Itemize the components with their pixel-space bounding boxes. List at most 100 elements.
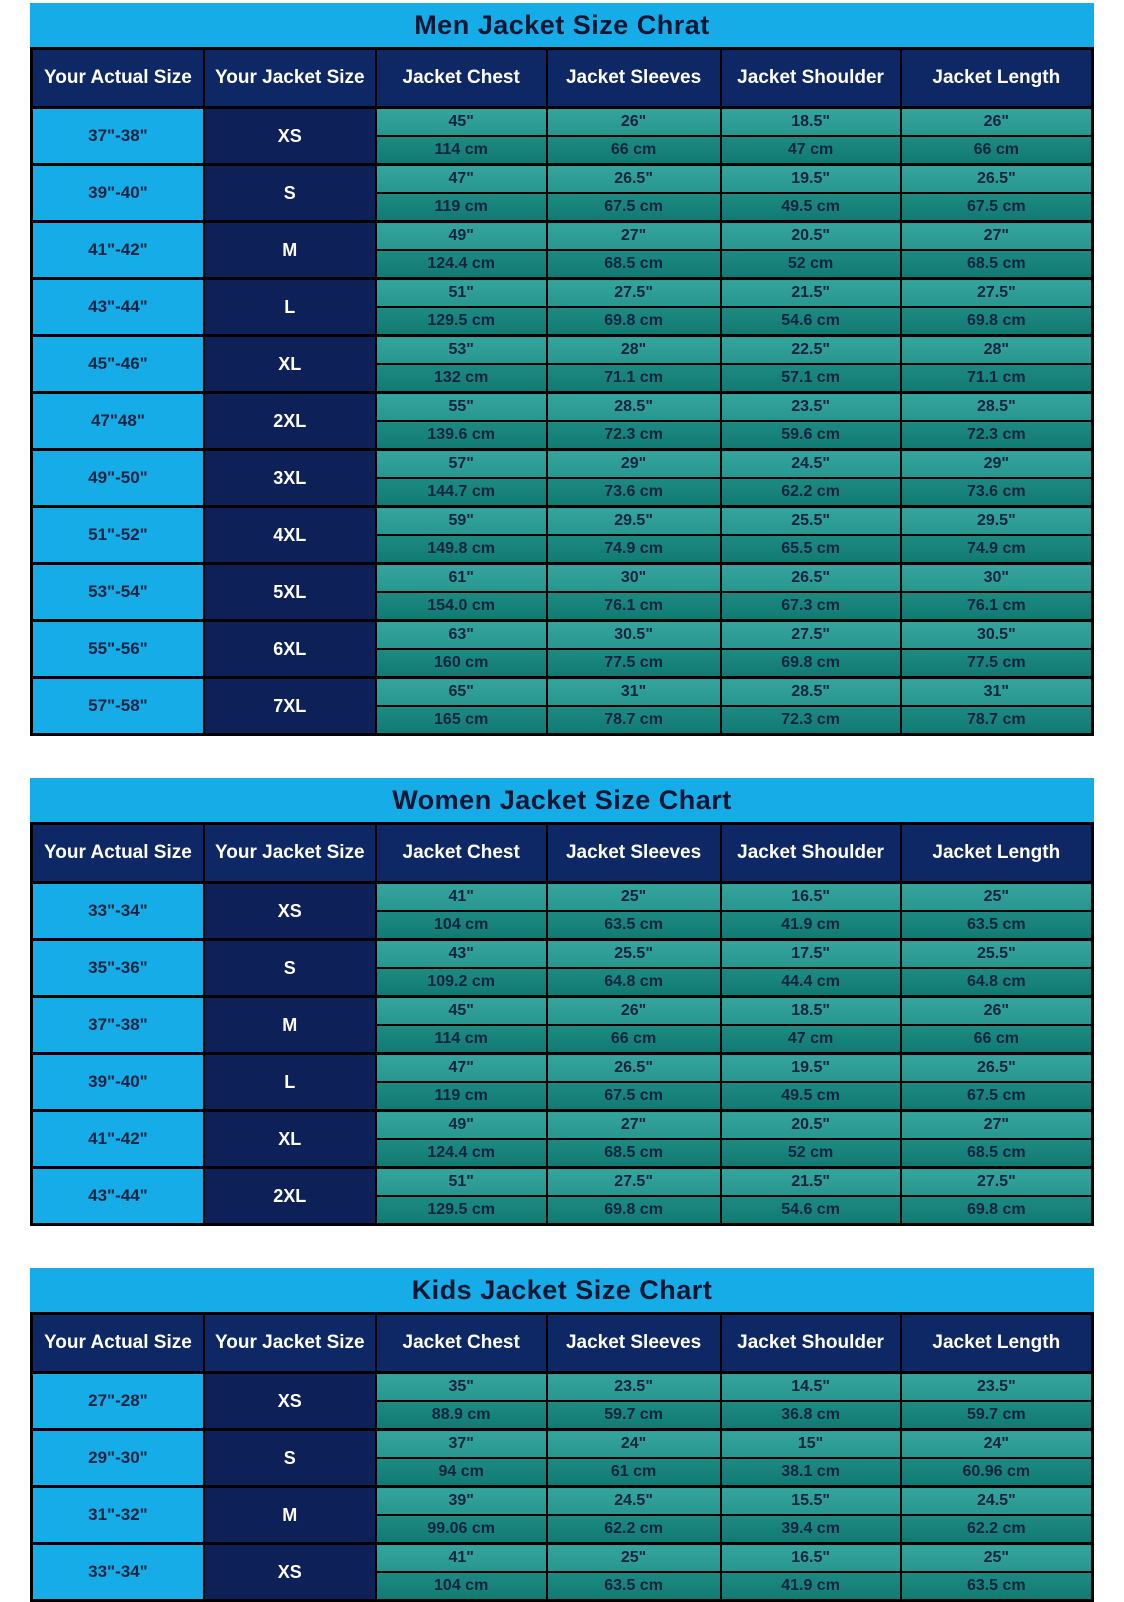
measurement-inches-cell: 41"	[374, 1542, 548, 1573]
measurement-cm-cell: 49.5 cm	[719, 192, 902, 223]
kids-table-header: Your Actual Size Your Jacket Size Jacket C…	[30, 1312, 1094, 1374]
measurement-inches-cell: 26"	[899, 106, 1094, 137]
measurement-inches-cell: 57"	[374, 448, 548, 479]
measurement-cm-cell: 129.5 cm	[374, 1195, 548, 1226]
measurement-cm-cell: 119 cm	[374, 1081, 548, 1112]
measurement-cm-cell: 114 cm	[374, 1024, 548, 1055]
measurement-inches-cell: 15.5"	[719, 1485, 902, 1516]
jacket-size-cell: 6XL	[202, 619, 377, 679]
measurement-cm-cell: 71.1 cm	[545, 363, 722, 394]
measurement-inches-cell: 63"	[374, 619, 548, 650]
women-size-table: Your Actual Size Your Jacket Size Jacket C…	[30, 822, 1094, 1226]
measurement-inches-cell: 25.5"	[899, 938, 1094, 969]
measurement-cm-cell: 63.5 cm	[545, 910, 722, 941]
measurement-cm-cell: 69.8 cm	[719, 648, 902, 679]
measurement-cm-cell: 65.5 cm	[719, 534, 902, 565]
measurement-cm-cell: 66 cm	[899, 1024, 1094, 1055]
actual-size-cell: 45"-46"	[30, 334, 205, 394]
measurement-inches-cell: 41"	[374, 881, 548, 912]
measurement-cm-cell: 72.3 cm	[719, 705, 902, 736]
measurement-cm-cell: 47 cm	[719, 135, 902, 166]
measurement-cm-cell: 60.96 cm	[899, 1457, 1094, 1488]
size-row-inches: 35"-36" S 43" 25.5" 17.5" 25.5"	[30, 938, 1094, 998]
column-header: Your Actual Size	[30, 1312, 205, 1374]
measurement-inches-cell: 29.5"	[899, 505, 1094, 536]
size-row-cm: 104 cm 63.5 cm 41.9 cm 63.5 cm	[32, 910, 1094, 941]
column-header: Jacket Chest	[374, 1312, 548, 1374]
measurement-inches-cell: 27"	[545, 220, 722, 251]
measurement-cm-cell: 62.2 cm	[545, 1514, 722, 1545]
measurement-cm-cell: 67.5 cm	[899, 1081, 1094, 1112]
measurement-inches-cell: 29.5"	[545, 505, 722, 536]
measurement-cm-cell: 52 cm	[719, 249, 902, 280]
measurement-inches-cell: 27.5"	[719, 619, 902, 650]
measurement-cm-cell: 72.3 cm	[899, 420, 1094, 451]
jacket-size-cell: XS	[202, 881, 377, 941]
measurement-cm-cell: 49.5 cm	[719, 1081, 902, 1112]
measurement-cm-cell: 66 cm	[545, 1024, 722, 1055]
measurement-cm-cell: 76.1 cm	[545, 591, 722, 622]
measurement-cm-cell: 132 cm	[374, 363, 548, 394]
size-row-cm: 104 cm 63.5 cm 41.9 cm 63.5 cm	[32, 1571, 1094, 1602]
measurement-inches-cell: 39"	[374, 1485, 548, 1516]
measurement-inches-cell: 51"	[374, 1166, 548, 1197]
size-row-cm: 154.0 cm 76.1 cm 67.3 cm 76.1 cm	[32, 591, 1094, 622]
measurement-inches-cell: 25.5"	[545, 938, 722, 969]
measurement-inches-cell: 27.5"	[545, 1166, 722, 1197]
measurement-cm-cell: 68.5 cm	[545, 249, 722, 280]
actual-size-cell: 53"-54"	[30, 562, 205, 622]
measurement-inches-cell: 24"	[545, 1428, 722, 1459]
men-jacket-size-section: Men Jacket Size Chrat Your Actual Size Yo…	[30, 0, 1094, 736]
measurement-cm-cell: 73.6 cm	[899, 477, 1094, 508]
column-header: Your Jacket Size	[202, 822, 377, 884]
measurement-inches-cell: 30.5"	[899, 619, 1094, 650]
actual-size-cell: 55"-56"	[30, 619, 205, 679]
column-header: Jacket Chest	[374, 822, 548, 884]
measurement-cm-cell: 61 cm	[545, 1457, 722, 1488]
measurement-cm-cell: 41.9 cm	[719, 1571, 902, 1602]
measurement-cm-cell: 73.6 cm	[545, 477, 722, 508]
size-row-inches: 37"-38" XS 45" 26" 18.5" 26"	[30, 106, 1094, 166]
measurement-inches-cell: 23.5"	[545, 1371, 722, 1402]
size-row-inches: 39"-40" S 47" 26.5" 19.5" 26.5"	[30, 163, 1094, 223]
kids-size-table: Your Actual Size Your Jacket Size Jacket C…	[30, 1312, 1094, 1602]
measurement-inches-cell: 28"	[545, 334, 722, 365]
actual-size-cell: 33"-34"	[30, 1542, 205, 1602]
measurement-cm-cell: 149.8 cm	[374, 534, 548, 565]
measurement-inches-cell: 30"	[545, 562, 722, 593]
size-row-inches: 43"-44" L 51" 27.5" 21.5" 27.5"	[30, 277, 1094, 337]
measurement-inches-cell: 26.5"	[545, 163, 722, 194]
actual-size-cell: 27"-28"	[30, 1371, 205, 1431]
measurement-cm-cell: 67.5 cm	[899, 192, 1094, 223]
size-row-inches: 53"-54" 5XL 61" 30" 26.5" 30"	[30, 562, 1094, 622]
actual-size-cell: 41"-42"	[30, 220, 205, 280]
measurement-inches-cell: 26"	[545, 995, 722, 1026]
measurement-inches-cell: 24.5"	[719, 448, 902, 479]
measurement-inches-cell: 20.5"	[719, 1109, 902, 1140]
measurement-cm-cell: 54.6 cm	[719, 1195, 902, 1226]
jacket-size-cell: 2XL	[202, 1166, 377, 1226]
actual-size-cell: 49"-50"	[30, 448, 205, 508]
column-header: Jacket Length	[899, 47, 1094, 109]
women-jacket-size-section: Women Jacket Size Chart Your Actual Size…	[30, 778, 1094, 1226]
measurement-inches-cell: 27.5"	[899, 277, 1094, 308]
measurement-cm-cell: 59.7 cm	[545, 1400, 722, 1431]
measurement-inches-cell: 22.5"	[719, 334, 902, 365]
jacket-size-cell: 7XL	[202, 676, 377, 736]
actual-size-cell: 33"-34"	[30, 881, 205, 941]
measurement-cm-cell: 47 cm	[719, 1024, 902, 1055]
column-header: Jacket Sleeves	[545, 1312, 722, 1374]
measurement-cm-cell: 66 cm	[899, 135, 1094, 166]
jacket-size-cell: L	[202, 1052, 377, 1112]
measurement-cm-cell: 63.5 cm	[899, 910, 1094, 941]
measurement-inches-cell: 18.5"	[719, 106, 902, 137]
measurement-cm-cell: 139.6 cm	[374, 420, 548, 451]
actual-size-cell: 37"-38"	[30, 995, 205, 1055]
actual-size-cell: 39"-40"	[30, 163, 205, 223]
size-row-inches: 47"48" 2XL 55" 28.5" 23.5" 28.5"	[30, 391, 1094, 451]
measurement-inches-cell: 25"	[545, 1542, 722, 1573]
size-row-cm: 165 cm 78.7 cm 72.3 cm 78.7 cm	[32, 705, 1094, 736]
measurement-cm-cell: 88.9 cm	[374, 1400, 548, 1431]
measurement-inches-cell: 29"	[545, 448, 722, 479]
